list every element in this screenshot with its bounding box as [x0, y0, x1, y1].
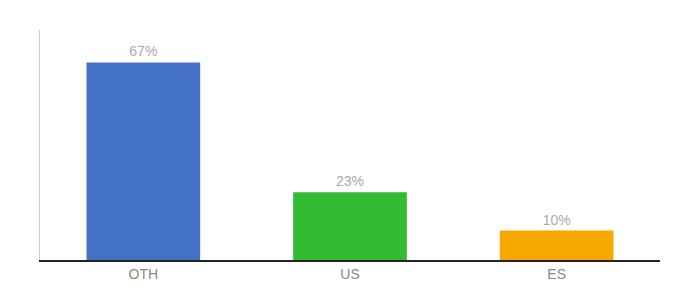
- svg-text:23%: 23%: [336, 173, 364, 189]
- svg-text:ES: ES: [547, 266, 566, 282]
- svg-text:10%: 10%: [543, 212, 571, 228]
- svg-text:US: US: [340, 266, 359, 282]
- svg-text:OTH: OTH: [129, 266, 159, 282]
- svg-text:67%: 67%: [129, 43, 157, 59]
